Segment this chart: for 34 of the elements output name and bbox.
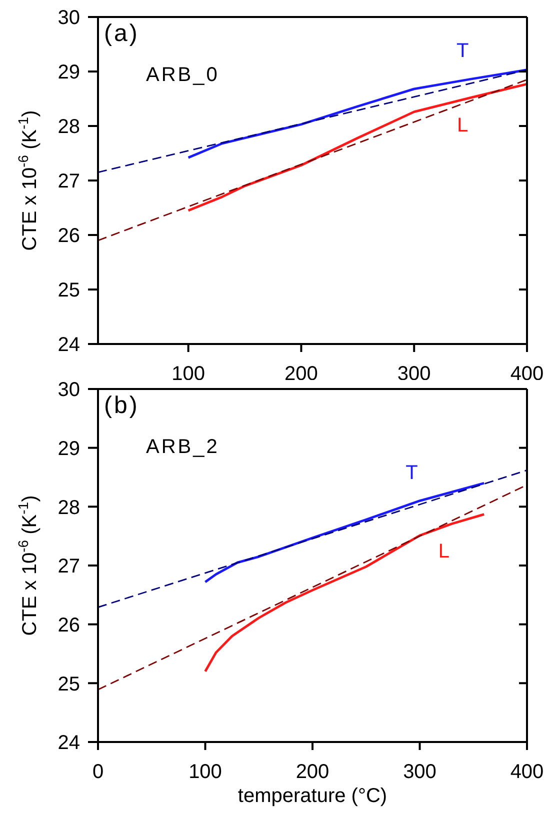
series-label: L: [438, 540, 450, 563]
y-tick-label: 29: [58, 62, 80, 84]
line-series: [204, 513, 486, 673]
x-tick-label: 400: [510, 761, 544, 784]
series-label: T: [456, 40, 469, 62]
y-tick-label: 25: [58, 280, 80, 302]
annotation: (a): [104, 20, 140, 48]
x-tick-label: 100: [188, 761, 222, 784]
x-tick-label: 200: [284, 363, 318, 386]
y-tick-label: 28: [58, 116, 80, 138]
y-tick-label: 28: [58, 496, 80, 519]
y-tick-label: 30: [58, 7, 80, 30]
y-tick-label: 24: [58, 732, 80, 754]
y-tick-label: 27: [58, 170, 80, 193]
line-series: [204, 482, 486, 584]
x-axis-title: temperature (°C): [238, 785, 388, 807]
y-tick-label: 27: [58, 556, 80, 578]
series-label: T: [406, 462, 418, 484]
x-tick-label: 200: [296, 761, 330, 784]
annotation: ARB_0: [146, 64, 220, 87]
series-label: L: [456, 114, 468, 137]
x-tick-label: 400: [510, 363, 544, 386]
x-tick-label: 0: [92, 761, 104, 784]
annotation: ARB_2: [146, 436, 220, 459]
x-tick-label: 100: [172, 363, 206, 386]
y-tick-label: 25: [58, 673, 80, 696]
y-tick-label: 24: [58, 334, 80, 356]
y-tick-label: 26: [58, 225, 80, 248]
y-tick-label: 30: [58, 379, 80, 402]
y-tick-label: 29: [58, 438, 80, 460]
annotation: (b): [104, 392, 140, 420]
x-tick-label: 300: [397, 363, 431, 386]
x-tick-label: 300: [403, 761, 436, 784]
y-tick-label: 26: [58, 614, 80, 636]
